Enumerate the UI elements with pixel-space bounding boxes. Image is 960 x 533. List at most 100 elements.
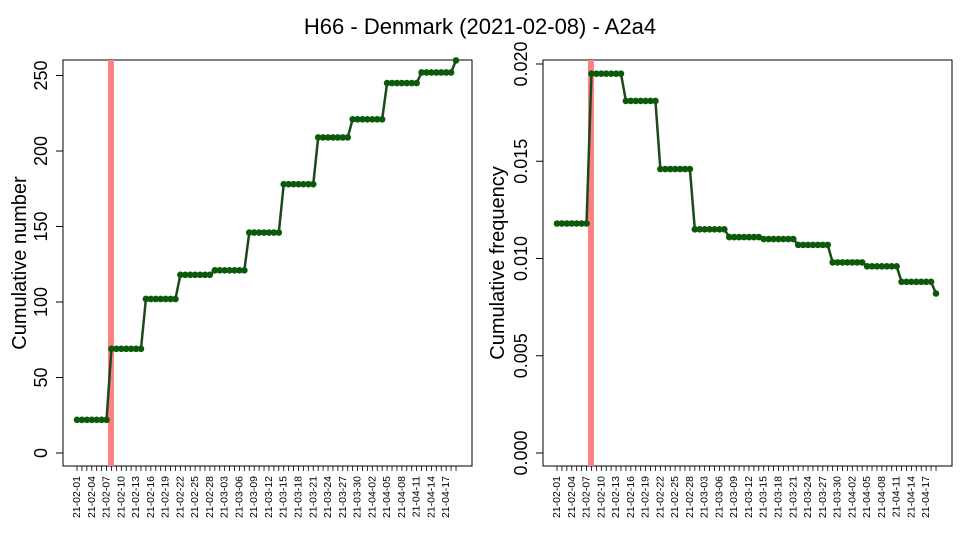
data-point xyxy=(676,165,684,173)
x-tick-label: 21-04-02 xyxy=(366,476,378,518)
data-point xyxy=(853,259,861,266)
data-point xyxy=(691,226,699,233)
data-point xyxy=(607,70,615,78)
data-point xyxy=(849,259,856,266)
data-point xyxy=(157,295,164,303)
x-tick-label: 21-04-17 xyxy=(920,476,932,518)
data-point xyxy=(191,271,199,279)
x-tick-label: 21-02-10 xyxy=(115,476,127,518)
data-point xyxy=(305,180,312,188)
data-point xyxy=(789,235,797,243)
data-point xyxy=(285,180,292,188)
data-point xyxy=(383,79,391,87)
x-tick-label: 21-03-27 xyxy=(337,476,349,518)
data-point xyxy=(147,295,155,303)
data-point xyxy=(442,69,450,76)
data-point xyxy=(868,262,876,270)
data-point xyxy=(186,271,194,279)
data-point xyxy=(83,416,91,424)
data-point xyxy=(770,235,777,243)
data-point xyxy=(780,235,787,243)
data-point xyxy=(428,69,435,76)
data-point xyxy=(403,79,411,87)
y-tick-label: 0.015 xyxy=(511,139,531,184)
data-point xyxy=(103,416,110,424)
data-point xyxy=(903,278,910,286)
data-point xyxy=(701,226,708,233)
data-point xyxy=(275,229,283,236)
data-point xyxy=(666,165,674,173)
x-tick-label: 21-03-15 xyxy=(278,476,290,518)
data-point xyxy=(408,79,416,87)
x-tick-label: 21-02-07 xyxy=(101,476,113,518)
x-tick-label: 21-03-06 xyxy=(233,476,245,518)
x-tick-label: 21-03-15 xyxy=(758,476,770,518)
data-point xyxy=(602,70,610,78)
x-tick-label: 21-04-08 xyxy=(396,476,408,518)
data-point xyxy=(255,229,263,236)
x-tick-label: 21-03-03 xyxy=(699,476,711,518)
data-point xyxy=(888,262,896,270)
data-point xyxy=(369,115,376,123)
data-point xyxy=(627,97,635,105)
x-tick-label: 21-03-03 xyxy=(219,476,231,518)
data-point xyxy=(725,233,733,241)
data-point xyxy=(863,262,871,270)
data-point xyxy=(721,226,728,233)
data-point xyxy=(260,229,268,236)
data-point xyxy=(433,69,440,76)
data-point xyxy=(681,165,689,173)
data-point xyxy=(927,278,935,286)
y-tick-label: 100 xyxy=(31,287,51,317)
x-tick-label: 21-04-02 xyxy=(846,476,858,518)
data-point xyxy=(558,220,566,227)
x-tick-label: 21-03-27 xyxy=(817,476,829,518)
data-point xyxy=(657,165,664,173)
data-point xyxy=(236,266,243,274)
x-tick-label: 21-04-14 xyxy=(425,476,437,518)
data-point xyxy=(88,416,96,424)
data-point xyxy=(196,271,204,279)
data-point xyxy=(108,345,115,353)
data-point xyxy=(226,266,233,274)
x-tick-label: 21-03-12 xyxy=(263,476,275,518)
data-point xyxy=(804,241,812,249)
data-point xyxy=(898,278,905,286)
data-point xyxy=(612,70,620,78)
x-tick-label: 21-02-28 xyxy=(684,476,696,518)
data-point xyxy=(873,262,881,270)
data-point xyxy=(201,271,209,279)
data-point xyxy=(706,226,713,233)
data-point xyxy=(637,97,644,105)
data-point xyxy=(373,115,381,123)
data-point xyxy=(785,235,792,243)
data-point xyxy=(745,233,753,241)
x-tick-label: 21-04-05 xyxy=(381,476,393,518)
data-point xyxy=(181,271,189,279)
y-tick-label: 0.000 xyxy=(511,430,531,475)
data-point xyxy=(231,266,238,274)
data-point xyxy=(354,115,361,123)
x-tick-label: 21-04-11 xyxy=(411,476,423,517)
data-point xyxy=(583,220,590,227)
data-point xyxy=(206,271,214,279)
x-tick-label: 21-02-13 xyxy=(130,476,142,518)
x-tick-label: 21-04-08 xyxy=(876,476,888,518)
x-tick-label: 21-03-21 xyxy=(307,476,319,518)
data-point xyxy=(162,295,169,303)
data-point xyxy=(398,79,406,87)
x-tick-label: 21-02-22 xyxy=(654,476,666,518)
data-point xyxy=(98,416,105,424)
data-point xyxy=(250,229,258,236)
x-tick-label: 21-03-21 xyxy=(787,476,799,518)
x-tick-label: 21-03-18 xyxy=(772,476,784,518)
data-point xyxy=(799,241,807,249)
data-point xyxy=(300,180,307,188)
x-tick-label: 21-04-17 xyxy=(440,476,452,518)
data-point xyxy=(152,295,160,303)
data-point xyxy=(588,70,595,78)
x-tick-label: 21-03-18 xyxy=(292,476,304,518)
